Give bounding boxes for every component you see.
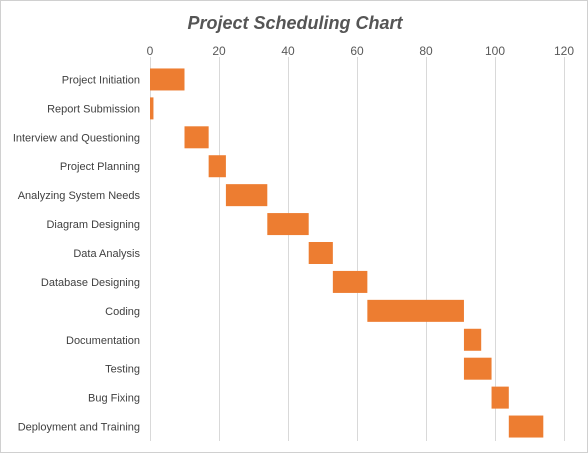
x-tick-label: 100 [485, 44, 505, 58]
task-bar [225, 184, 268, 207]
task-bars [150, 68, 544, 438]
category-label: Report Submission [47, 103, 140, 115]
task-bar [184, 126, 209, 149]
task-bar [463, 328, 482, 351]
category-label: Analyzing System Needs [18, 190, 141, 202]
category-label: Interview and Questioning [13, 132, 140, 144]
task-bar [463, 357, 492, 380]
category-label: Testing [105, 364, 140, 376]
gridlines [150, 57, 565, 441]
x-tick-label: 80 [419, 44, 433, 58]
category-labels: Project Initiation Report Submission Inter… [13, 74, 141, 433]
category-label: Project Initiation [62, 74, 140, 86]
category-label: Database Designing [41, 277, 140, 289]
x-tick-label: 40 [281, 44, 295, 58]
task-bar [150, 68, 185, 91]
task-bar [267, 213, 309, 236]
task-bar [332, 270, 368, 293]
category-label: Diagram Designing [46, 219, 140, 231]
x-tick-label: 60 [350, 44, 364, 58]
task-bar [208, 155, 226, 178]
category-label: Data Analysis [73, 248, 140, 260]
category-label: Coding [105, 306, 140, 318]
task-bar [491, 386, 509, 409]
category-label: Deployment and Training [18, 422, 140, 434]
x-tick-label: 120 [554, 44, 574, 58]
task-bar [508, 415, 544, 438]
category-label: Project Planning [60, 161, 140, 173]
category-label: Documentation [66, 335, 140, 347]
chart-title: Project Scheduling Chart [187, 13, 403, 33]
x-tick-label: 0 [147, 44, 154, 58]
x-tick-label: 20 [212, 44, 226, 58]
task-bar [367, 299, 464, 322]
task-bar [308, 242, 333, 264]
task-bar [150, 97, 154, 120]
category-label: Bug Fixing [88, 393, 140, 405]
x-axis-tick-labels: 0 20 40 60 80 100 120 [147, 44, 575, 58]
